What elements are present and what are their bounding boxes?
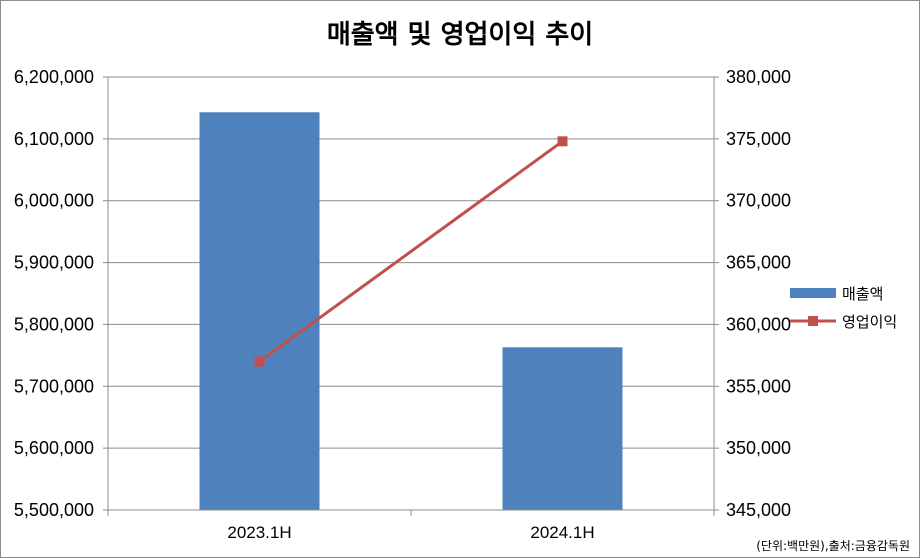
category-labels: 2023.1H 2024.1H <box>227 523 594 542</box>
marker-2023.1H <box>254 356 265 367</box>
left-tick-label: 6,000,000 <box>14 191 94 211</box>
category-label: 2023.1H <box>227 523 291 542</box>
right-tick-label: 350,000 <box>726 438 791 458</box>
bar-series <box>199 112 623 510</box>
gridlines <box>108 76 714 511</box>
left-tick-label: 6,100,000 <box>14 129 94 149</box>
right-tick-label: 380,000 <box>726 67 791 87</box>
left-tick-label: 5,900,000 <box>14 253 94 273</box>
line-operating-profit <box>258 140 564 363</box>
right-axis-ticks: 345,000 350,000 355,000 360,000 365,000 370,0… <box>726 67 791 520</box>
legend-label-line: 영업이익 <box>842 313 897 331</box>
right-tick-label: 345,000 <box>726 500 791 520</box>
marker-2024.1H <box>557 136 568 147</box>
left-tick-label: 5,600,000 <box>14 438 94 458</box>
right-tick-label: 360,000 <box>726 314 791 334</box>
right-tick-label: 355,000 <box>726 376 791 396</box>
right-tick-label: 375,000 <box>726 129 791 149</box>
legend-label-bar: 매출액 <box>842 285 883 303</box>
left-tick-label: 5,800,000 <box>14 314 94 334</box>
legend-swatch-marker <box>808 316 818 326</box>
left-axis-ticks: 5,500,000 5,600,000 5,700,000 5,800,000 5,90… <box>14 67 94 520</box>
chart-title: 매출액 및 영업이익 추이 <box>326 20 594 50</box>
right-tick-label: 365,000 <box>726 253 791 273</box>
legend-swatch-bar <box>790 288 836 298</box>
source-note: (단위:백만원),출처:금융감독원 <box>756 539 910 553</box>
bar-2024.1H <box>502 347 623 510</box>
axes <box>103 76 719 516</box>
bar-2023.1H <box>199 112 320 510</box>
left-tick-label: 5,700,000 <box>14 376 94 396</box>
right-tick-label: 370,000 <box>726 191 791 211</box>
line-series <box>254 136 568 367</box>
category-label: 2024.1H <box>530 523 594 542</box>
left-tick-label: 5,500,000 <box>14 500 94 520</box>
left-tick-label: 6,200,000 <box>14 67 94 87</box>
